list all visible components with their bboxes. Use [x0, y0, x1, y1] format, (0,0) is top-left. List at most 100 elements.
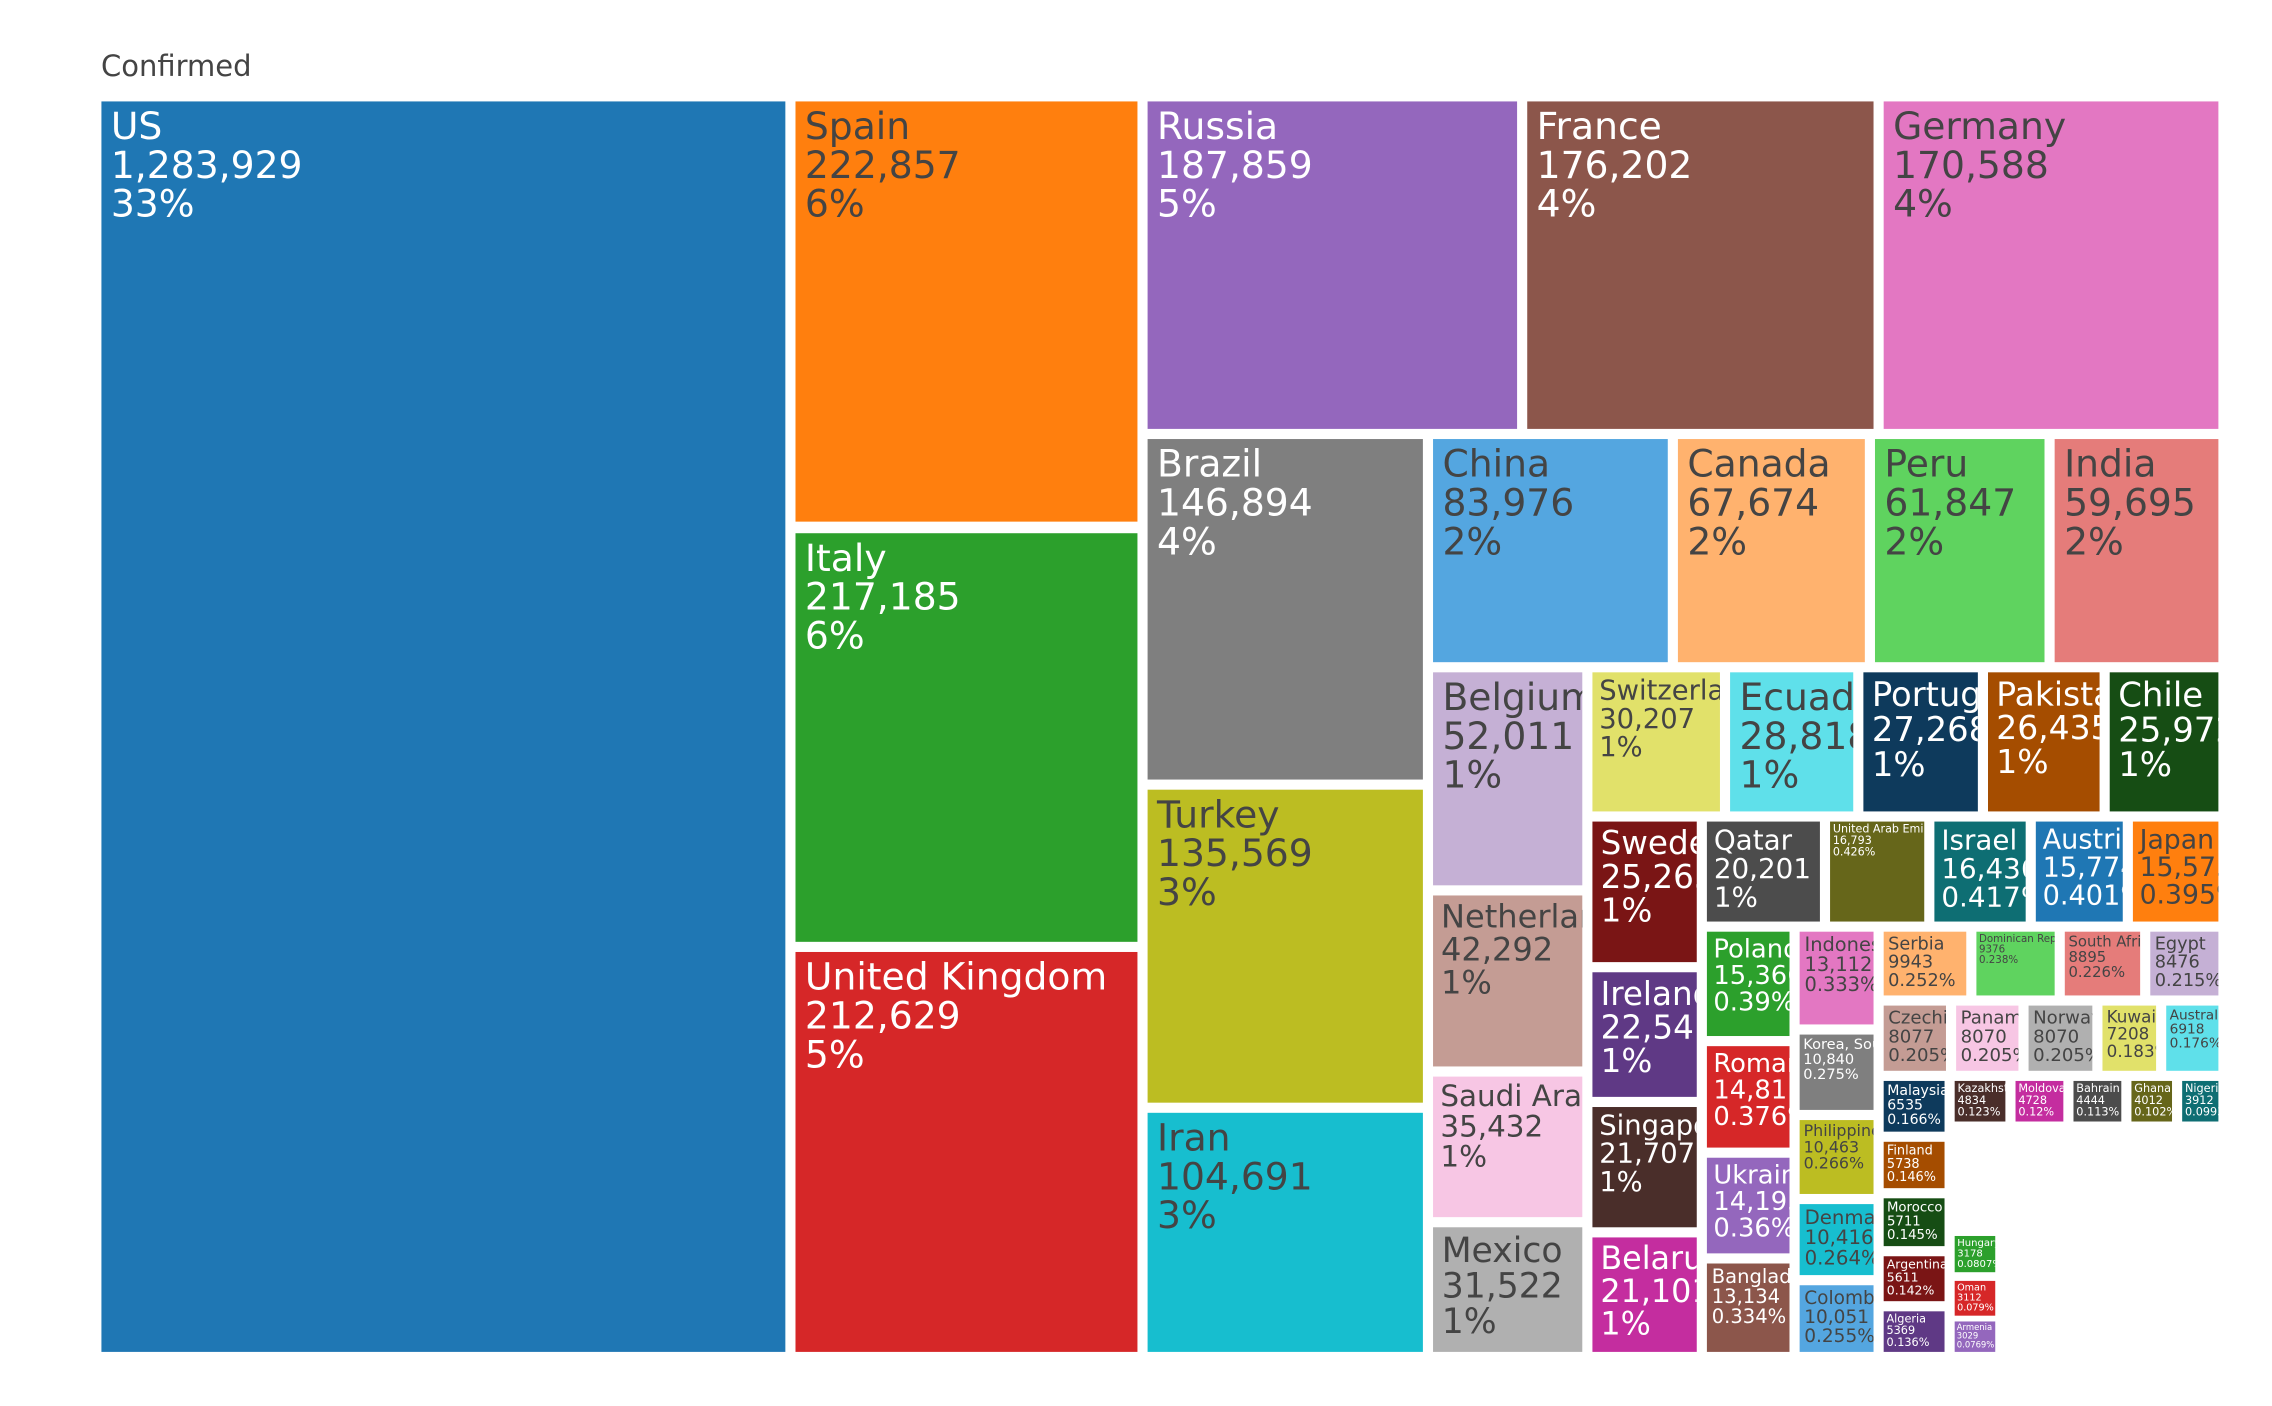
percent-label: 0.0807% [1957, 1259, 2002, 1270]
tile [2064, 931, 2141, 996]
category-label: Israel [1941, 823, 2017, 856]
tile [1706, 931, 1790, 1037]
tile [1592, 972, 1697, 1097]
tile [1883, 1198, 1945, 1247]
tile [1883, 1005, 1946, 1071]
category-label: Czechia [1888, 1008, 1959, 1029]
tile [1883, 1311, 1945, 1352]
category-label: Pakistan [1996, 674, 2134, 713]
tile [1592, 1237, 1697, 1352]
value-label: 4444 [2076, 1094, 2105, 1107]
value-label: 104,691 [1157, 1154, 1313, 1198]
percent-label: 0.376% [1713, 1102, 1811, 1132]
tile [1883, 1080, 1945, 1132]
tile [1147, 789, 1423, 1103]
tile [1147, 439, 1423, 780]
tile [101, 101, 786, 1352]
value-label: 25,972 [2118, 710, 2237, 750]
tile [1874, 439, 2045, 663]
category-label: Denmark [1805, 1206, 1896, 1229]
value-label: 3029 [1957, 1331, 1978, 1341]
value-label: 10,051 [1804, 1307, 1869, 1328]
tile [2054, 439, 2219, 663]
percent-label: 0.205% [1888, 1045, 1957, 1066]
percent-label: 0.183% [2107, 1041, 2171, 1061]
category-label: Kazakhstan [1957, 1082, 2022, 1095]
tile [1934, 821, 2026, 922]
value-label: 7208 [2107, 1024, 2150, 1044]
value-label: 1,283,929 [111, 143, 303, 187]
tile [2073, 1080, 2122, 1122]
percent-label: 0.275% [1803, 1066, 1859, 1083]
percent-label: 1% [1441, 964, 1492, 1002]
value-label: 10,840 [1803, 1051, 1854, 1068]
category-label: Mexico [1442, 1231, 1563, 1271]
tile [1799, 1204, 1874, 1276]
percent-label: 2% [1884, 519, 1944, 563]
category-label: Finland [1887, 1144, 1933, 1159]
value-label: 59,695 [2064, 481, 2196, 525]
category-label: Oman [1957, 1283, 1986, 1294]
tile [1147, 1112, 1423, 1352]
value-label: 9943 [1888, 953, 1933, 973]
tile [1988, 672, 2100, 812]
value-label: 9376 [1979, 944, 2005, 956]
chart-title: Confirmed [101, 49, 252, 83]
value-label: 14,811 [1713, 1076, 1803, 1106]
value-label: 31,522 [1442, 1267, 1563, 1307]
tile [1730, 672, 1854, 812]
percent-label: 0.401% [2043, 881, 2147, 912]
tile [1883, 1141, 1945, 1189]
percent-label: 1% [1599, 732, 1642, 763]
percent-label: 0.333% [1804, 973, 1878, 996]
category-label: Japan [2138, 824, 2214, 855]
category-label: Australia [2170, 1007, 2231, 1023]
tile [1433, 1227, 1583, 1352]
tile [1527, 101, 1874, 429]
tile [795, 101, 1138, 522]
value-label: 135,569 [1157, 831, 1313, 875]
value-label: 5369 [1886, 1324, 1915, 1337]
category-label: Sweden [1601, 824, 1730, 862]
category-label: Nigeria [2185, 1082, 2225, 1095]
value-label: 15,366 [1713, 961, 1803, 991]
percent-label: 0.145% [1887, 1228, 1938, 1243]
tile [795, 533, 1138, 942]
tile [2028, 1005, 2093, 1071]
tile [1433, 672, 1583, 886]
category-label: Ghana [2134, 1082, 2171, 1095]
category-label: Chile [2118, 675, 2203, 715]
percent-label: 1% [1740, 753, 1800, 797]
percent-label: 0.215% [2155, 971, 2222, 991]
percent-label: 1% [1872, 745, 1926, 784]
value-label: 5738 [1887, 1157, 1920, 1172]
percent-label: 2% [1442, 519, 1502, 563]
percent-label: 0.113% [2076, 1105, 2119, 1118]
category-label: Switzerland [1599, 676, 1759, 707]
tile [1883, 101, 2219, 429]
tile [1976, 931, 2055, 996]
percent-label: 4% [1893, 182, 1953, 226]
value-label: 25,265 [1601, 858, 1715, 896]
category-label: Algeria [1886, 1313, 1926, 1326]
